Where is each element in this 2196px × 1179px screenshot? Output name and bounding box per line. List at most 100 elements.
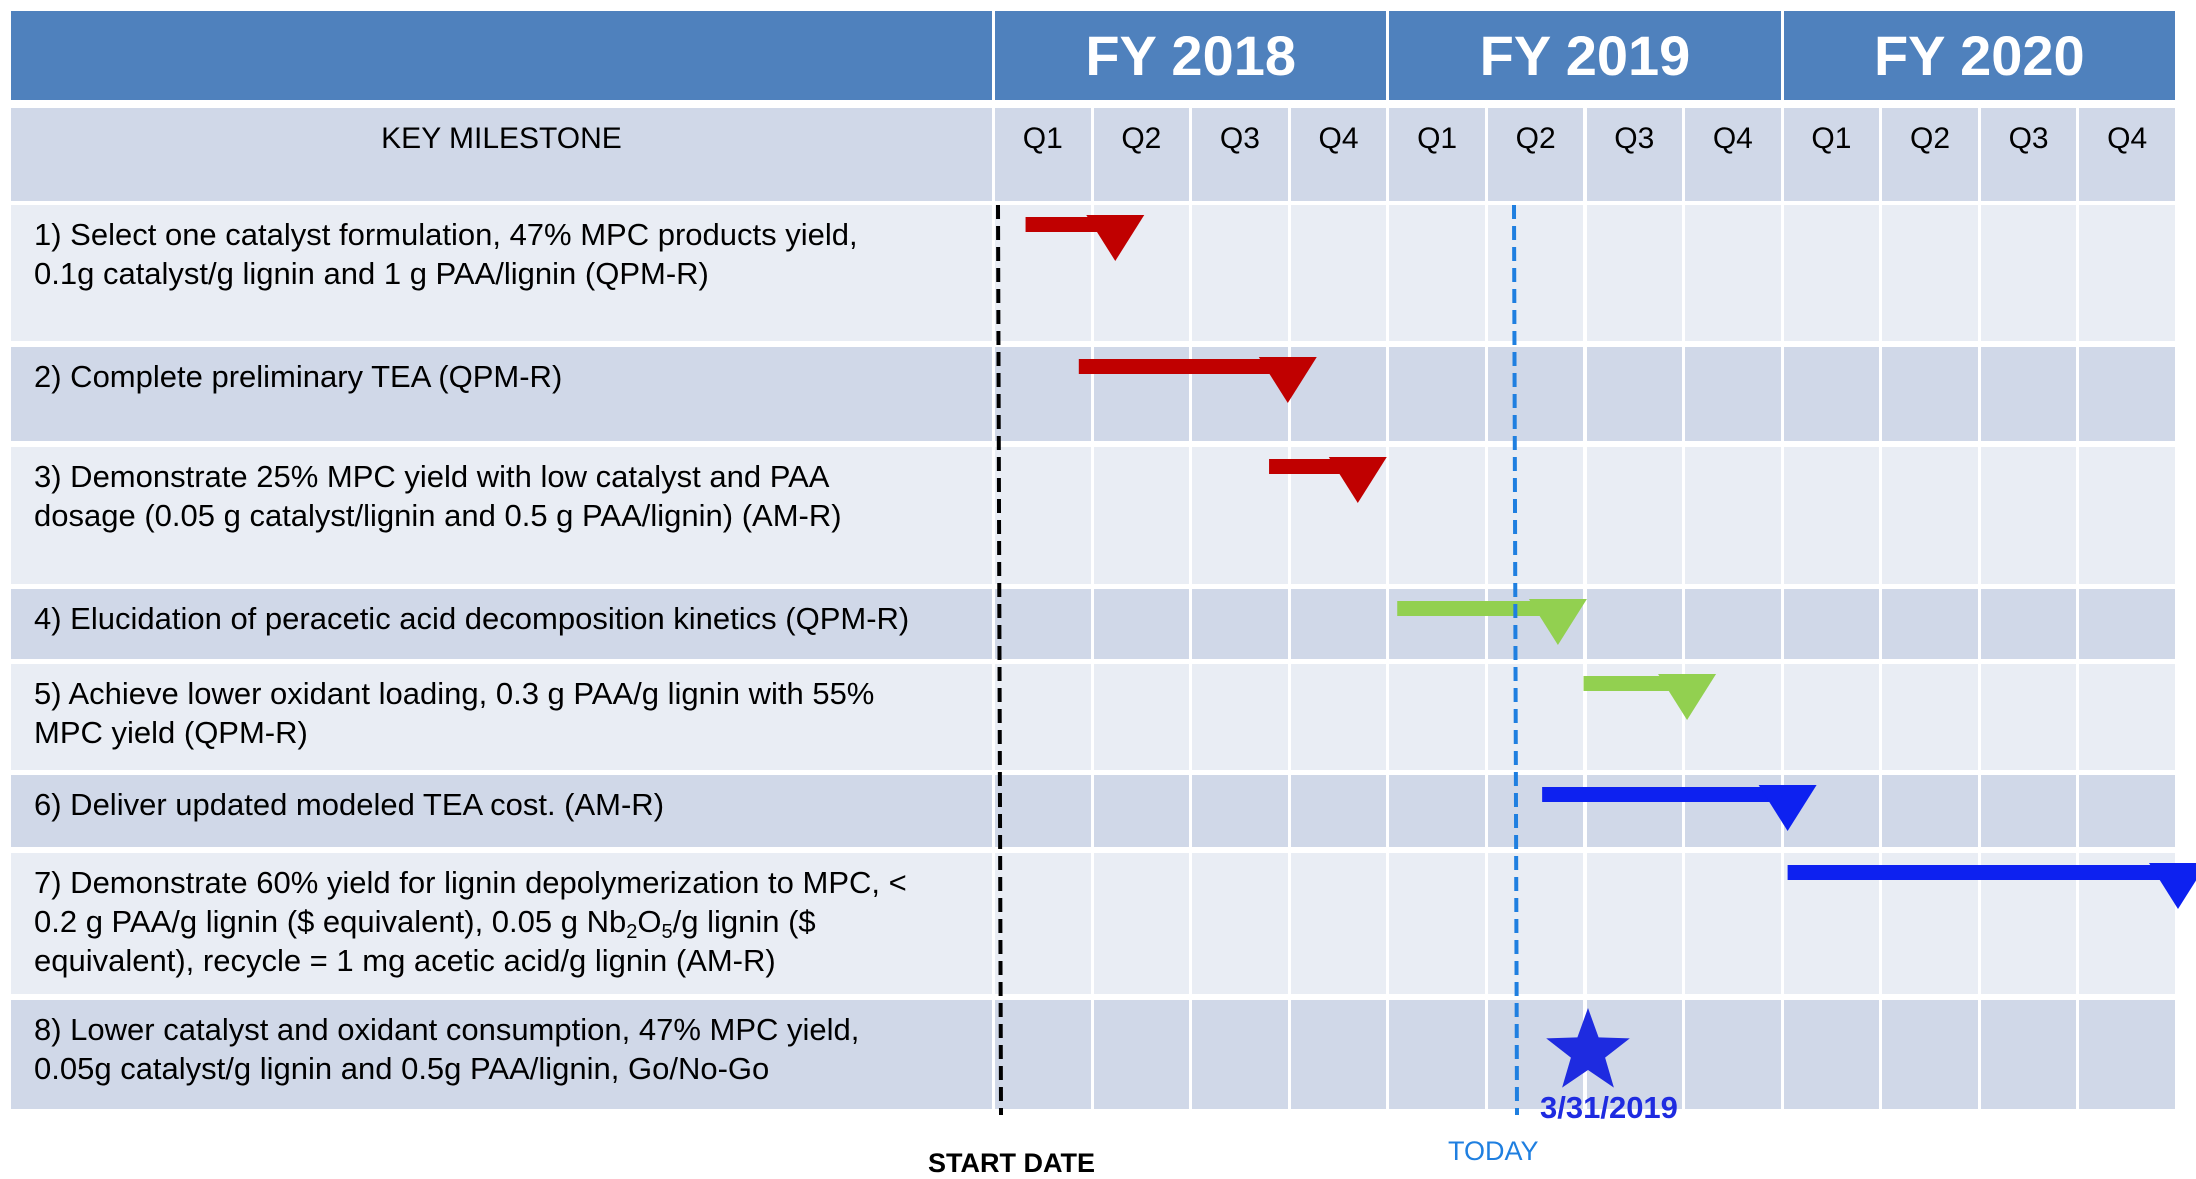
quarter: Q3 [1586,108,1683,201]
go-no-go-star [1546,1008,1630,1088]
milestone-line: 3) Demonstrate 25% MPC yield with low ca… [34,459,830,494]
milestone-line: 4) Elucidation of peracetic acid decompo… [34,601,910,636]
grid-cell [1487,347,1584,441]
grid-cell [1290,775,1387,847]
grid-cell [1980,205,2077,341]
quarter: Q2 [1487,108,1584,201]
grid-cell [2079,589,2175,659]
grid-cell [1783,205,1880,341]
text-part: O [637,904,662,939]
milestone: 7) Demonstrate 60% yield for lignin depo… [11,853,992,994]
today-label: TODAY [1448,1136,1539,1166]
grid-cell [1093,589,1190,659]
grid-cell [1192,775,1288,847]
grid-cell [1882,347,1978,441]
grid-cell [1980,1000,2077,1109]
grid-cell [1980,447,2077,584]
milestone-marker [1528,599,1587,645]
milestone-line: 0.2 g PAA/g lignin ($ equivalent), 0.05 … [34,902,992,943]
grid-cell [995,347,1091,441]
grid-cell [1783,664,1880,770]
milestone-marker [2149,863,2196,909]
quarter: Q4 [1685,108,1781,201]
grid-cell [1290,664,1387,770]
task-bar [1025,217,1106,232]
milestone-line: 0.1g catalyst/g lignin and 1 g PAA/ligni… [34,256,709,291]
milestone: 2) Complete preliminary TEA (QPM-R) [11,347,992,441]
grid-cell [1093,664,1190,770]
grid-cell [1290,853,1387,994]
milestone-line: 5) Achieve lower oxidant loading, 0.3 g … [34,676,875,711]
task-bar [1787,865,2168,880]
milestone: 5) Achieve lower oxidant loading, 0.3 g … [11,664,992,770]
grid-cell [1290,205,1387,341]
grid-cell [995,1000,1091,1109]
milestone-marker [1758,785,1817,831]
grid-cell [1882,447,1978,584]
grid-cell [1389,347,1485,441]
grid-cell [1882,1000,1978,1109]
grid-cell [1290,589,1387,659]
milestone-line: 7) Demonstrate 60% yield for lignin depo… [34,865,907,900]
start-label: START DATE [928,1148,1095,1178]
grid-cell [2079,205,2175,341]
milestone-line: 1) Select one catalyst formulation, 47% … [34,217,858,252]
text-part: /g lignin ($ [672,904,816,939]
fiscal-year: FY 2020 [1783,11,2175,100]
milestone-line: MPC yield (QPM-R) [34,715,308,750]
quarter: Q3 [1192,108,1288,201]
grid-cell [1487,664,1584,770]
grid-cell [1882,589,1978,659]
milestone-line: 8) Lower catalyst and oxidant consumptio… [34,1012,860,1047]
quarter: Q3 [1980,108,2077,201]
milestone-line: 0.05g catalyst/g lignin and 0.5g PAA/lig… [34,1051,770,1086]
milestone-line: 6) Deliver updated modeled TEA cost. (AM… [34,787,665,822]
grid-cell [1093,447,1190,584]
grid-cell [1389,853,1485,994]
task-bar [1269,459,1348,474]
grid-cell [1586,589,1683,659]
grid-cell [2079,775,2175,847]
grid-cell [1586,853,1683,994]
grid-cell [1685,447,1781,584]
quarter: Q4 [1290,108,1387,201]
grid-cell [1093,1000,1190,1109]
header-blank [11,11,992,100]
grid-cell [1586,205,1683,341]
milestone-marker [1328,457,1387,503]
grid-cell [1685,1000,1781,1109]
milestone: 8) Lower catalyst and oxidant consumptio… [11,1000,992,1109]
grid-cell [2079,664,2175,770]
milestone-marker [1086,215,1145,261]
start-line [996,204,1003,1116]
grid-cell [1685,589,1781,659]
task-bar [1583,676,1678,691]
grid-cell [1093,775,1190,847]
grid-cell [1192,664,1288,770]
quarter: Q2 [1882,108,1978,201]
milestone: 3) Demonstrate 25% MPC yield with low ca… [11,447,992,584]
grid-cell [1882,775,1978,847]
grid-cell [1192,205,1288,341]
grid-cell [995,447,1091,584]
grid-cell [1093,853,1190,994]
grid-cell [1882,205,1978,341]
subscript: 2 [626,921,638,943]
milestone-marker [1258,357,1317,403]
grid-cell [1980,347,2077,441]
grid-cell [1487,447,1584,584]
grid-cell [2079,1000,2175,1109]
grid-cell [1783,589,1880,659]
quarter: Q4 [2079,108,2175,201]
milestone: 4) Elucidation of peracetic acid decompo… [11,589,992,659]
grid-cell [1882,664,1978,770]
grid-cell [995,664,1091,770]
fiscal-year: FY 2019 [1389,11,1781,100]
grid-cell [1685,347,1781,441]
grid-cell [1487,853,1584,994]
grid-cell [1389,1000,1485,1109]
milestone: 6) Deliver updated modeled TEA cost. (AM… [11,775,992,847]
grid-cell [1389,775,1485,847]
grid-cell [1389,447,1485,584]
